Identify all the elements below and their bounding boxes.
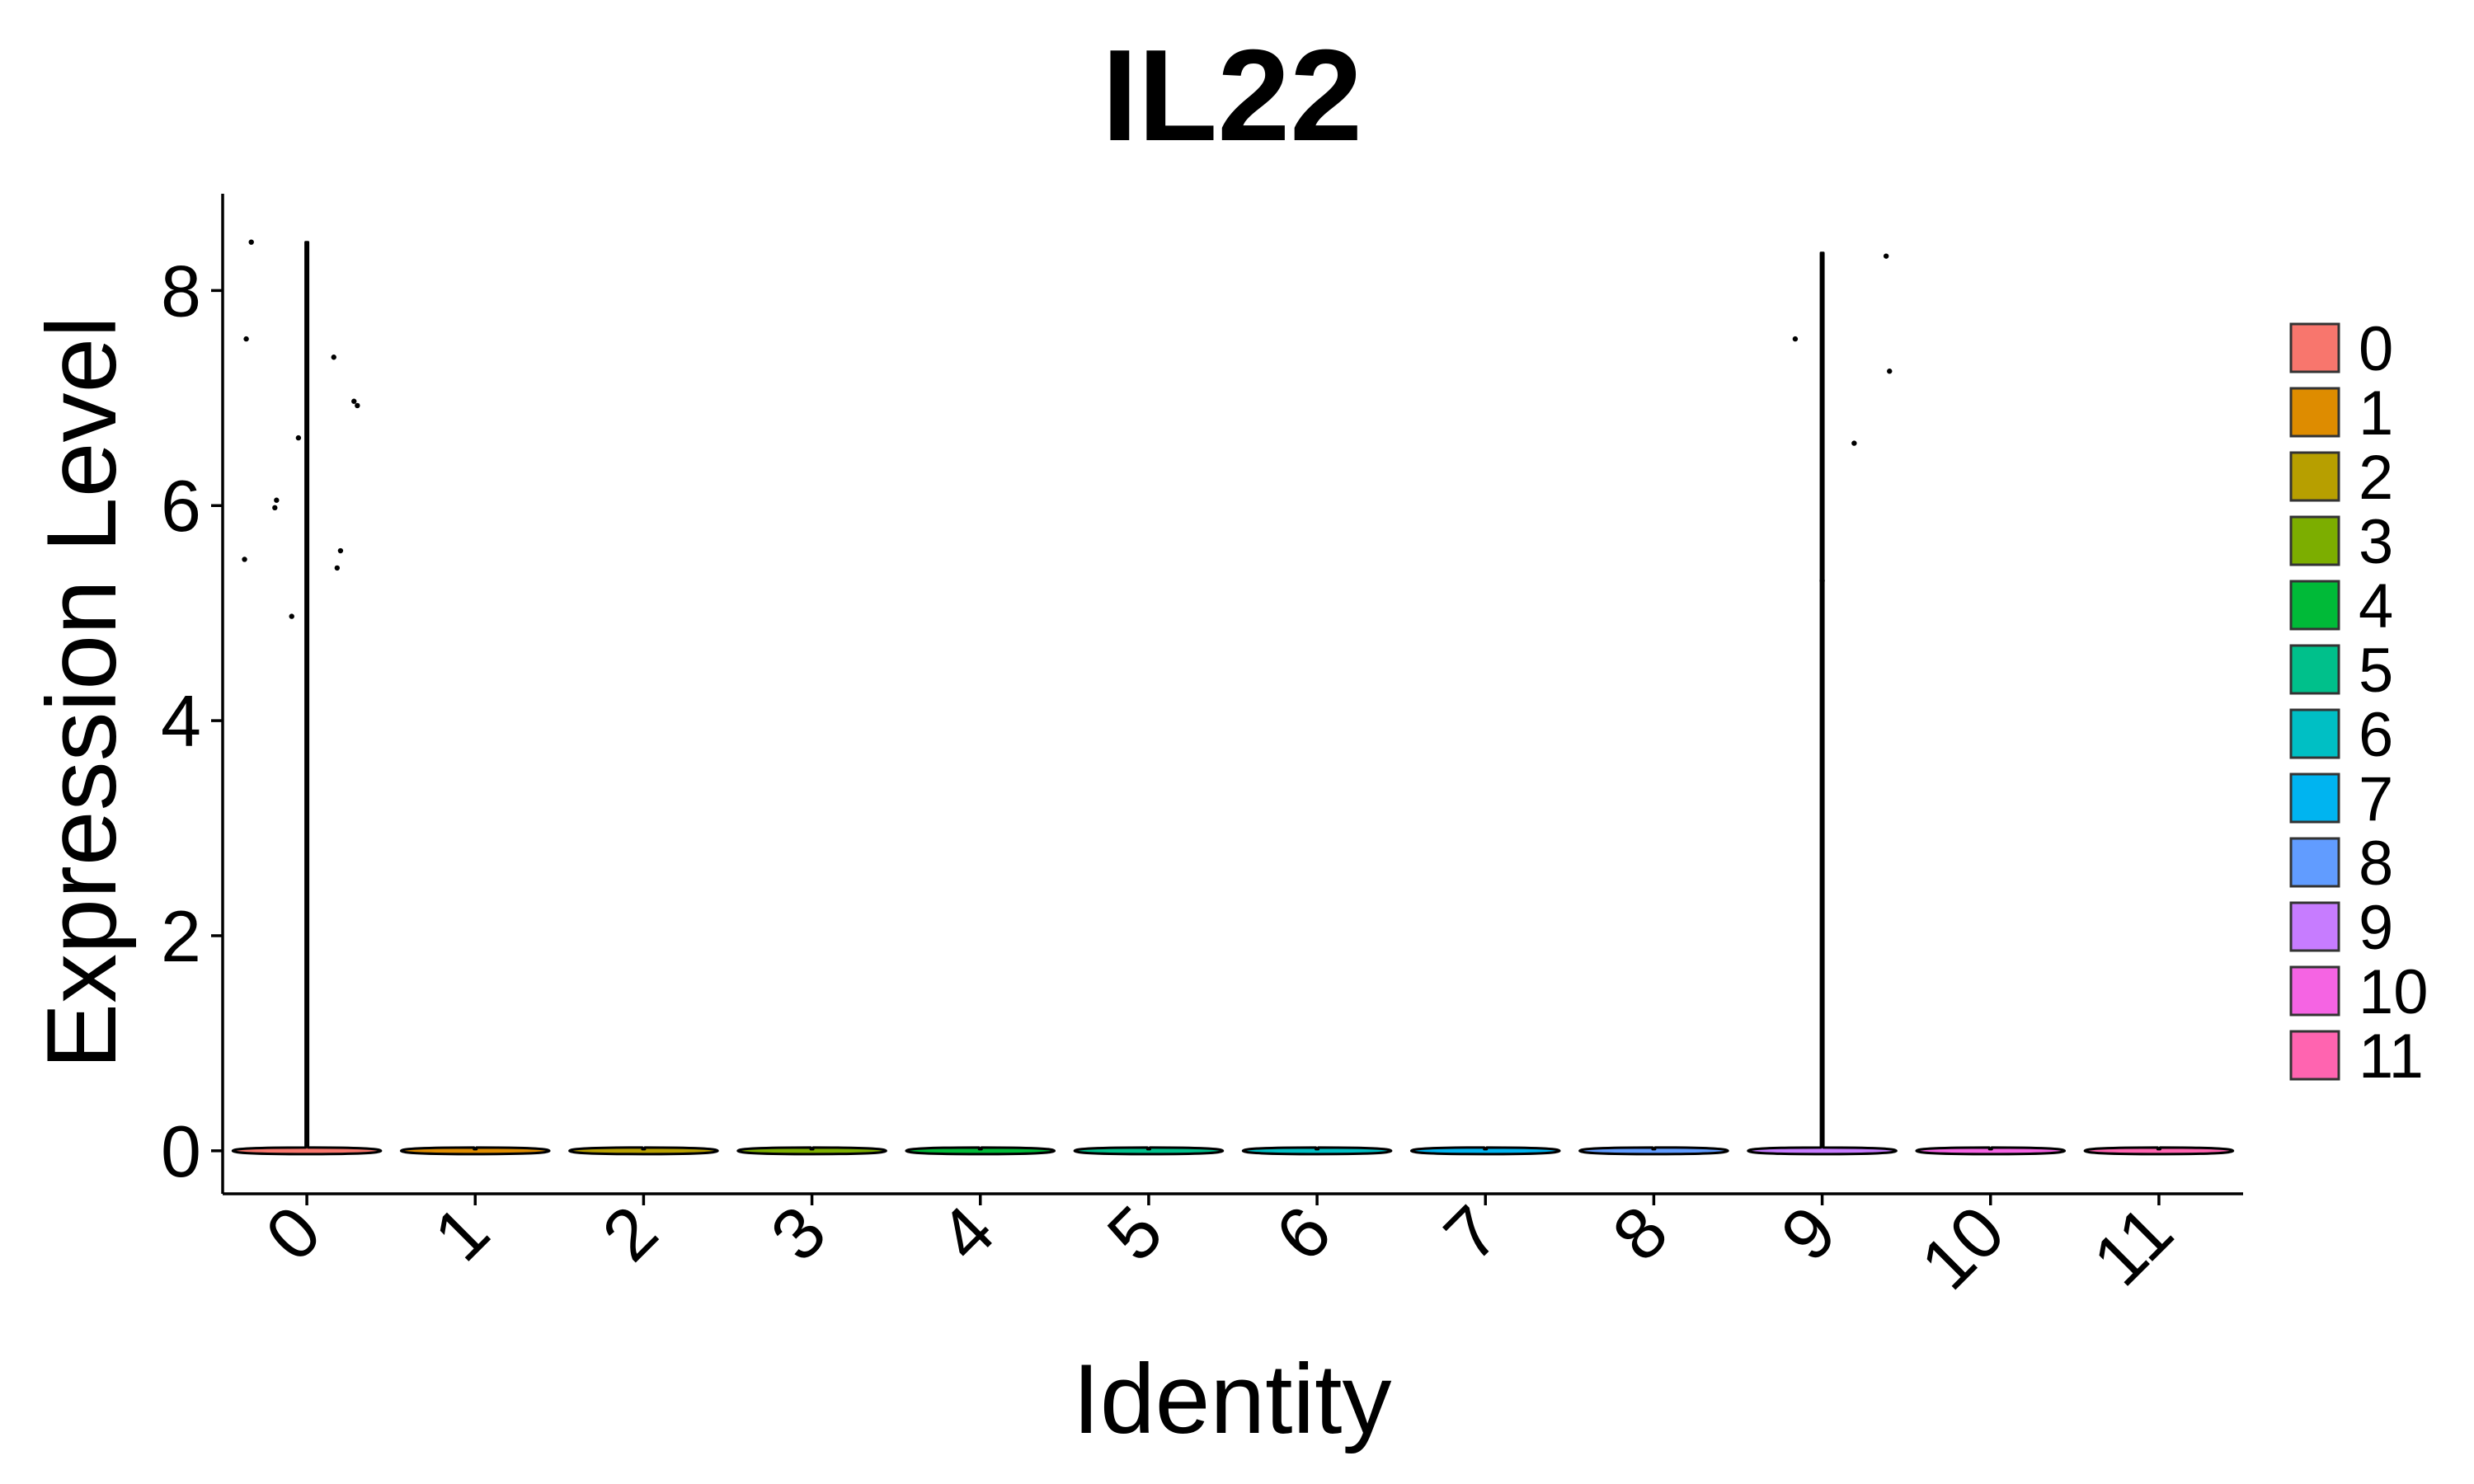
y-axis-title: Expression Level	[26, 316, 137, 1069]
x-axis-title: Identity	[1073, 1344, 1392, 1454]
point-9-15	[1883, 253, 1889, 259]
x-tick-label-2: 2	[586, 1190, 673, 1276]
violin-6	[1241, 1146, 1393, 1156]
violin-4	[905, 1146, 1056, 1156]
point-9-13	[1819, 578, 1825, 584]
point-0-9	[337, 547, 344, 554]
point-0-0	[242, 556, 247, 562]
legend-swatch-8	[2289, 837, 2340, 888]
x-tick-label-10: 10	[1905, 1190, 2020, 1304]
legend-swatch-10	[2289, 965, 2340, 1017]
legend-swatch-9	[2289, 901, 2340, 952]
legend-label-6: 6	[2359, 700, 2393, 770]
legend-label-9: 9	[2359, 893, 2393, 963]
violin-8	[1578, 1146, 1729, 1156]
violin-2	[568, 1146, 719, 1156]
point-9-14	[1851, 440, 1857, 446]
point-0-6	[295, 434, 302, 441]
legend-label-11: 11	[2359, 1021, 2424, 1092]
y-tick-label-6: 6	[161, 465, 201, 547]
y-tick-label-4: 4	[161, 680, 201, 762]
violin-7	[1409, 1146, 1561, 1156]
legend-label-4: 4	[2359, 571, 2393, 641]
point-0-11	[355, 402, 360, 409]
point-0-4	[274, 497, 280, 503]
plot-area	[231, 239, 2235, 1156]
x-tick-label-7: 7	[1428, 1190, 1515, 1276]
legend-swatch-6	[2289, 708, 2340, 759]
legend-label-8: 8	[2359, 829, 2393, 899]
point-0-1	[243, 336, 249, 342]
chart-title: IL22	[1102, 23, 1362, 168]
violin-0	[231, 241, 383, 1156]
x-tick-label-4: 4	[924, 1190, 1010, 1276]
legend-swatch-1	[2289, 387, 2340, 438]
violin-3	[736, 1146, 887, 1156]
legend-swatch-0	[2289, 322, 2340, 373]
x-tick-label-9: 9	[1765, 1190, 1851, 1276]
violin-10	[1915, 1146, 2067, 1156]
violin-11	[2083, 1146, 2235, 1156]
x-tick-label-8: 8	[1597, 1190, 1683, 1276]
x-tick-label-0: 0	[250, 1190, 336, 1276]
legend-label-1: 1	[2359, 378, 2393, 448]
point-0-3	[272, 505, 278, 511]
y-tick-label-0: 0	[161, 1111, 201, 1192]
point-9-16	[1887, 369, 1893, 374]
x-tick-label-1: 1	[418, 1190, 505, 1276]
point-0-10	[351, 398, 357, 404]
point-0-5	[289, 613, 294, 619]
violin-9	[1747, 251, 1898, 1156]
y-tick-label-8: 8	[161, 250, 201, 331]
legend-label-5: 5	[2359, 636, 2393, 706]
legend-swatch-11	[2289, 1030, 2340, 1081]
legend-label-3: 3	[2359, 507, 2393, 577]
legend-label-0: 0	[2359, 314, 2393, 384]
legend-swatch-7	[2289, 773, 2340, 824]
point-0-7	[331, 355, 336, 360]
legend-swatch-2	[2289, 451, 2340, 502]
x-tick-label-11: 11	[2077, 1190, 2189, 1301]
x-tick-label-6: 6	[1260, 1190, 1347, 1276]
point-9-12	[1792, 336, 1799, 342]
point-0-2	[248, 239, 254, 245]
legend-label-10: 10	[2359, 957, 2429, 1027]
y-tick-label-2: 2	[161, 895, 201, 977]
legend-swatch-3	[2289, 515, 2340, 566]
violin-1	[399, 1146, 551, 1156]
legend-label-7: 7	[2359, 764, 2393, 834]
x-tick-label-3: 3	[755, 1190, 841, 1276]
violin-5	[1073, 1146, 1225, 1156]
legend-swatch-4	[2289, 580, 2340, 631]
legend-label-2: 2	[2359, 443, 2393, 513]
legend-swatch-5	[2289, 644, 2340, 695]
point-0-8	[334, 565, 341, 571]
x-tick-label-5: 5	[1092, 1190, 1178, 1276]
